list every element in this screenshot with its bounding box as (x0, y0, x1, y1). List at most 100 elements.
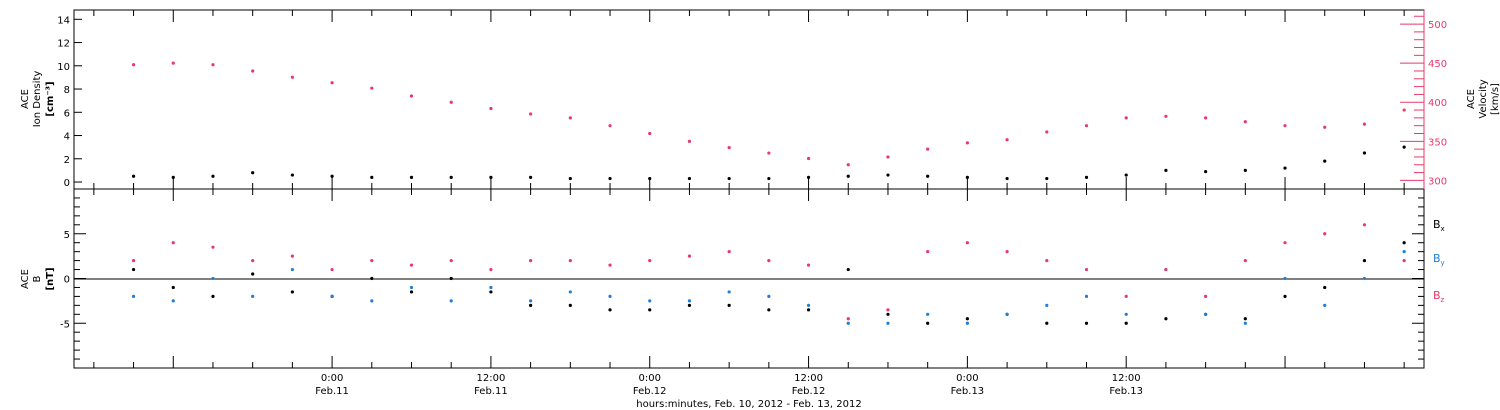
bx-point (1402, 241, 1406, 245)
density-axis: 0 2 4 6 8 10 12 14 (57, 15, 82, 189)
by-point (1402, 250, 1406, 254)
bz-point (767, 259, 771, 263)
density-point (926, 174, 930, 178)
velocity-point (767, 151, 771, 155)
bz-point (449, 259, 453, 263)
velocity-point (727, 145, 731, 150)
density-tick-label: 14 (57, 15, 70, 26)
density-point (1283, 166, 1287, 170)
velocity-tick-label: 450 (1428, 59, 1447, 70)
bx-point (926, 321, 930, 325)
density-tick-label: 4 (64, 132, 70, 143)
bx-point (1243, 317, 1247, 321)
bx-point (251, 272, 255, 276)
b-field-axis: -5 0 5 (60, 197, 1424, 360)
bz-point (608, 263, 612, 267)
bz-point (1362, 223, 1367, 227)
density-point (886, 173, 890, 177)
bz-point (806, 263, 811, 267)
b-legend: Bx By Bz (1433, 218, 1445, 304)
by-point (608, 294, 612, 298)
density-point (290, 173, 294, 177)
series-density (131, 145, 1406, 181)
bz-point (1084, 267, 1089, 272)
density-point (1124, 173, 1128, 177)
density-point (687, 176, 692, 181)
density-tick-label: 10 (57, 62, 70, 73)
by-point (1045, 303, 1049, 307)
density-point (370, 175, 374, 179)
bz-point (409, 263, 414, 267)
top-panel-frame (73, 9, 1425, 190)
density-point (1084, 175, 1089, 179)
density-point (727, 176, 731, 181)
bx-point (648, 308, 652, 312)
date-tick-label: Feb.13 (951, 386, 985, 397)
density-point (1045, 176, 1049, 181)
bz-point (687, 254, 692, 258)
density-point (489, 175, 493, 179)
by-point (1283, 276, 1287, 281)
time-tick-label: 0:00 (321, 373, 343, 384)
by-point (687, 299, 692, 303)
density-point (171, 175, 175, 179)
time-axis: 0:00 Feb.11 12:00 Feb.11 0:00 Feb.12 12:00 Feb.… (93, 10, 1405, 397)
density-point (1005, 176, 1009, 181)
by-point (330, 294, 334, 298)
bz-point (1164, 267, 1168, 272)
by-point (251, 294, 255, 298)
bx-point (131, 267, 136, 272)
velocity-title-line1: ACE (1466, 89, 1477, 109)
bz-point (1204, 294, 1208, 298)
velocity-point (330, 81, 334, 85)
by-point (1362, 276, 1367, 281)
bz-point (1124, 294, 1128, 298)
velocity-tick-label: 500 (1428, 20, 1447, 31)
bx-point (568, 303, 572, 307)
x-axis-title: hours:minutes, Feb. 10, 2012 - Feb. 13, … (636, 399, 861, 410)
velocity-point (1124, 116, 1128, 120)
bx-point (727, 303, 731, 307)
by-point (489, 285, 493, 290)
velocity-point (290, 75, 294, 79)
by-point (1204, 312, 1208, 316)
density-point (251, 171, 255, 175)
bx-point (1164, 317, 1168, 321)
bx-point (608, 308, 612, 312)
bx-point (965, 317, 969, 321)
date-tick-label: Feb.12 (633, 386, 667, 397)
bz-point (886, 308, 890, 312)
bz-point (965, 241, 969, 245)
bz-point (529, 259, 533, 263)
legend-bz: Bz (1433, 289, 1445, 304)
by-point (171, 299, 175, 303)
bz-point (1402, 259, 1406, 263)
bz-point (370, 259, 374, 263)
bz-point (926, 250, 930, 254)
velocity-title-line2: Velocity (1478, 79, 1489, 118)
velocity-point (1045, 130, 1049, 134)
density-point (1402, 145, 1406, 149)
bx-point (1323, 285, 1327, 290)
by-point (926, 312, 930, 316)
by-point (1005, 312, 1009, 316)
bx-point (171, 285, 175, 290)
velocity-point (1204, 116, 1208, 120)
b-tick-label: 0 (64, 275, 70, 286)
velocity-point (1283, 124, 1287, 128)
bx-point (687, 303, 692, 307)
time-tick-label: 0:00 (956, 373, 978, 384)
by-point (409, 285, 414, 290)
velocity-axis-title: ACE Velocity [km/s] (1466, 79, 1500, 118)
bz-point (290, 254, 294, 258)
by-point (290, 267, 294, 272)
by-point (529, 299, 533, 303)
time-tick-label: 0:00 (639, 373, 661, 384)
density-title-line2: Ion Density (32, 71, 43, 128)
velocity-axis: 300 350 400 450 500 (1400, 10, 1447, 189)
by-point (131, 294, 136, 298)
velocity-point (131, 63, 136, 67)
time-tick-label: 12:00 (794, 373, 823, 384)
by-point (806, 303, 811, 307)
